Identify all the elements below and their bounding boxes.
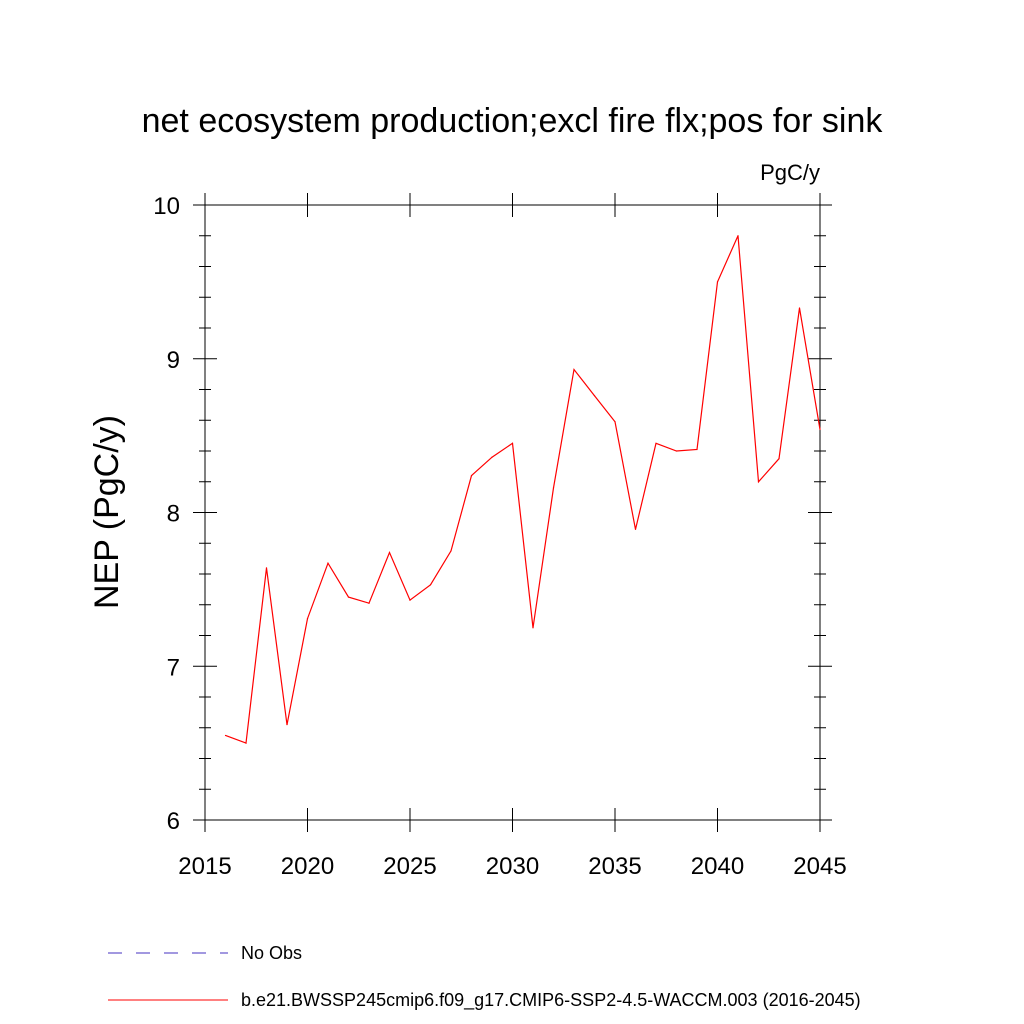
- y-tick-label: 6: [167, 808, 180, 835]
- legend: No Obs b.e21.BWSSP245cmip6.f09_g17.CMIP6-…: [108, 943, 861, 1011]
- data-point: [778, 458, 780, 460]
- series-layer: [224, 235, 821, 744]
- y-axis-label: NEP (PgC/y): [88, 415, 126, 609]
- data-point: [675, 450, 678, 452]
- x-tick-label: 2015: [178, 853, 231, 880]
- x-tick-label: 2045: [793, 853, 846, 880]
- data-point: [470, 475, 473, 477]
- data-point: [491, 456, 493, 458]
- data-point: [429, 584, 432, 586]
- data-point: [511, 442, 514, 444]
- data-point: [716, 281, 719, 283]
- chart-title: net ecosystem production;excl fire flx;p…: [142, 102, 884, 140]
- x-tick-label: 2020: [281, 853, 334, 880]
- data-point: [409, 599, 411, 601]
- data-point: [552, 487, 555, 489]
- y-tick-label: 9: [167, 347, 180, 374]
- data-point: [634, 528, 637, 531]
- units-label: PgC/y: [760, 160, 820, 185]
- x-axis: 2015 2020 2025 2030 2035 2040 2045: [178, 193, 847, 880]
- series-line-0: [225, 235, 821, 744]
- data-point: [224, 734, 227, 737]
- data-point: [306, 617, 309, 620]
- data-point: [327, 562, 329, 564]
- data-point: [286, 724, 288, 726]
- x-tick-label: 2025: [383, 853, 436, 880]
- data-point: [245, 742, 247, 744]
- data-point: [614, 421, 616, 423]
- data-point: [347, 596, 350, 598]
- data-point: [798, 307, 801, 309]
- data-point: [819, 428, 821, 431]
- data-point: [737, 235, 739, 237]
- x-tick-label: 2035: [588, 853, 641, 880]
- data-point: [593, 395, 596, 397]
- data-point: [388, 551, 391, 554]
- data-point: [757, 481, 760, 483]
- plot-frame: [204, 204, 821, 821]
- data-point: [265, 567, 268, 569]
- legend-label: b.e21.BWSSP245cmip6.f09_g17.CMIP6-SSP2-4…: [241, 990, 861, 1011]
- data-point: [532, 627, 534, 629]
- y-tick-label: 10: [153, 193, 180, 220]
- data-point: [368, 602, 370, 604]
- data-point: [696, 448, 698, 451]
- y-tick-label: 7: [167, 654, 180, 681]
- data-point: [450, 550, 452, 552]
- x-tick-label: 2030: [486, 853, 539, 880]
- legend-label: No Obs: [241, 943, 302, 963]
- y-tick-label: 8: [167, 501, 180, 528]
- y-axis: 6 7 8 9 10: [153, 193, 832, 835]
- data-point: [573, 368, 575, 371]
- data-point: [655, 442, 657, 444]
- x-tick-label: 2040: [691, 853, 744, 880]
